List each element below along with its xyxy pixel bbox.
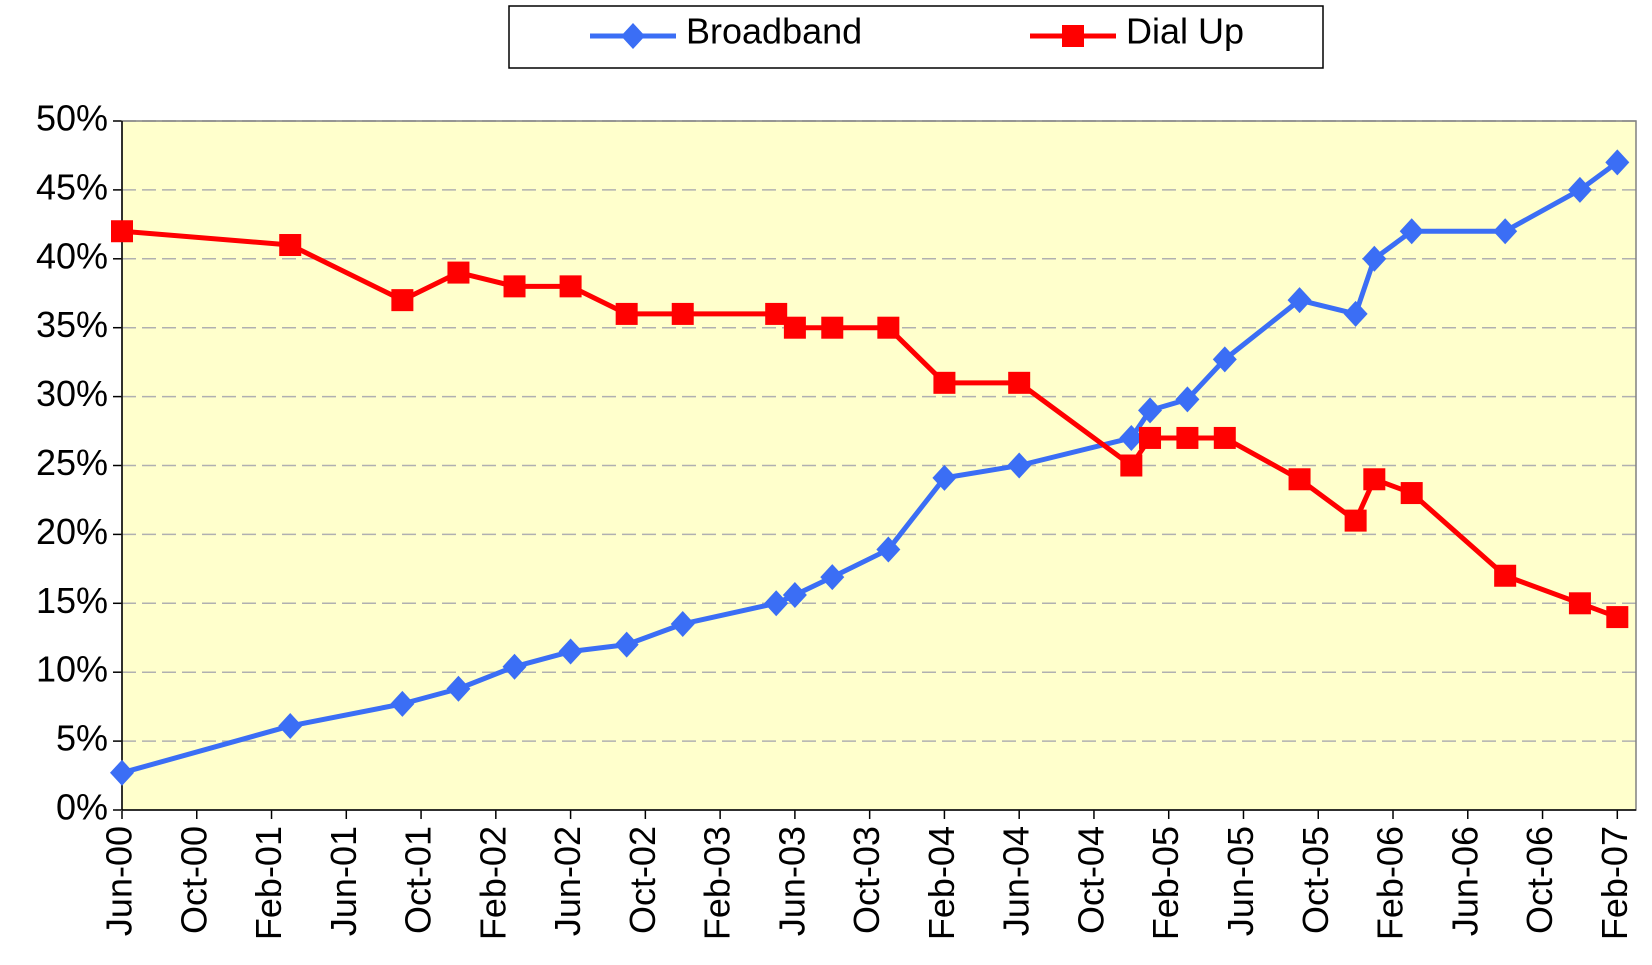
y-tick-label: 20% <box>36 511 108 552</box>
marker <box>1175 386 1200 413</box>
x-tick-label: Oct-00 <box>173 826 214 934</box>
marker <box>1567 176 1592 203</box>
marker <box>820 564 845 591</box>
x-tick-label: Feb-05 <box>1145 826 1186 940</box>
y-tick-label: 5% <box>56 718 108 759</box>
marker <box>1362 245 1387 272</box>
marker <box>1008 371 1031 394</box>
marker <box>1213 426 1236 449</box>
marker <box>1119 424 1144 451</box>
x-tick-label: Oct-01 <box>398 826 439 934</box>
marker <box>671 302 694 325</box>
marker <box>1606 606 1629 629</box>
x-tick-label: Jun-05 <box>1220 826 1261 936</box>
marker <box>782 582 807 609</box>
marker <box>1287 287 1312 314</box>
marker <box>1343 300 1368 327</box>
y-tick-label: 30% <box>36 373 108 414</box>
marker <box>1120 454 1143 477</box>
marker <box>391 289 414 312</box>
marker <box>111 220 133 243</box>
marker <box>877 316 900 339</box>
marker <box>446 675 471 702</box>
marker <box>1007 452 1032 479</box>
y-tick-label: 10% <box>36 649 108 690</box>
x-tick-label: Oct-05 <box>1295 826 1336 934</box>
marker <box>1176 426 1199 449</box>
x-tick-label: Oct-06 <box>1519 826 1560 934</box>
marker <box>1138 397 1163 424</box>
y-tick-label: 15% <box>36 580 108 621</box>
marker <box>876 536 901 563</box>
x-tick-label: Jun-03 <box>771 826 812 936</box>
x-tick-label: Feb-07 <box>1594 826 1635 940</box>
marker <box>1400 482 1423 505</box>
marker <box>559 275 582 298</box>
x-tick-label: Feb-06 <box>1370 826 1411 940</box>
marker <box>765 302 788 325</box>
y-tick-label: 35% <box>36 304 108 345</box>
marker <box>503 275 526 298</box>
marker <box>1288 468 1311 491</box>
x-tick-label: Feb-02 <box>472 826 513 940</box>
x-tick-label: Feb-04 <box>921 826 962 940</box>
legend-label: Dial Up <box>1126 11 1244 52</box>
x-tick-label: Feb-01 <box>248 826 289 940</box>
x-tick-label: Jun-02 <box>547 826 588 936</box>
marker <box>1212 346 1237 373</box>
marker <box>783 316 806 339</box>
marker <box>1344 509 1367 532</box>
x-tick-label: Oct-02 <box>622 826 663 934</box>
marker <box>1399 218 1424 245</box>
marker <box>279 234 302 257</box>
marker <box>670 610 695 637</box>
marker <box>1363 468 1386 491</box>
y-tick-label: 45% <box>36 166 108 207</box>
marker <box>932 464 957 491</box>
marker <box>1494 564 1517 587</box>
marker <box>502 653 527 680</box>
x-tick-label: Jun-01 <box>323 826 364 936</box>
marker <box>1062 25 1084 47</box>
marker <box>278 712 303 739</box>
marker <box>1139 426 1162 449</box>
legend-label: Broadband <box>686 11 862 52</box>
y-tick-label: 25% <box>36 442 108 483</box>
marker <box>558 638 583 665</box>
y-tick-label: 0% <box>56 787 108 828</box>
x-tick-label: Jun-04 <box>996 826 1037 936</box>
marker <box>1605 149 1630 176</box>
marker <box>1568 592 1591 615</box>
x-tick-label: Oct-03 <box>846 826 887 934</box>
y-tick-label: 50% <box>36 98 108 139</box>
marker <box>447 261 470 284</box>
marker <box>821 316 844 339</box>
marker <box>390 690 415 717</box>
x-tick-label: Jun-00 <box>99 826 140 936</box>
marker <box>110 759 134 786</box>
marker <box>1493 218 1518 245</box>
marker <box>614 631 639 658</box>
marker <box>621 23 645 49</box>
marker <box>615 302 638 325</box>
y-tick-label: 40% <box>36 235 108 276</box>
x-tick-label: Jun-06 <box>1444 826 1485 936</box>
x-tick-label: Oct-04 <box>1070 826 1111 934</box>
marker <box>764 590 789 617</box>
x-tick-label: Feb-03 <box>697 826 738 940</box>
marker <box>933 371 956 394</box>
